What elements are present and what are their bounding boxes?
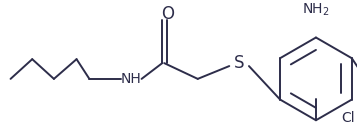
Text: NH: NH (120, 72, 141, 86)
Text: S: S (234, 54, 244, 72)
Text: O: O (161, 5, 174, 23)
Text: Cl: Cl (342, 111, 355, 125)
Text: NH$_2$: NH$_2$ (302, 2, 330, 18)
